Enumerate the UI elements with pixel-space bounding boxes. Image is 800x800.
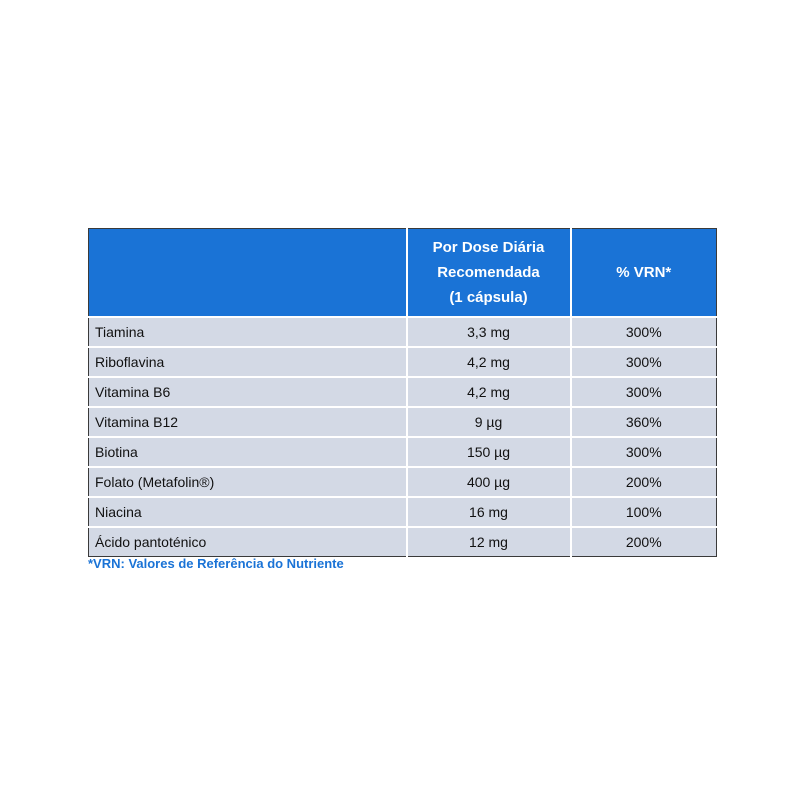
dose-cell: 150 µg: [406, 437, 572, 468]
header-row: Por Dose Diária Recomendada (1 cápsula) …: [88, 228, 717, 318]
dose-cell: 16 mg: [406, 497, 572, 528]
header-daily-dose-line-2: Recomendada: [437, 264, 540, 281]
vrn-cell: 200%: [570, 467, 717, 498]
table-body: Tiamina 3,3 mg 300% Riboflavina 4,2 mg 300% Vi…: [88, 317, 717, 557]
header-daily-dose: Por Dose Diária Recomendada (1 cápsula): [406, 228, 572, 318]
nutrient-cell: Vitamina B12: [88, 407, 408, 438]
table-row: Tiamina 3,3 mg 300%: [88, 317, 717, 348]
vrn-cell: 300%: [570, 317, 717, 348]
table-row: Biotina 150 µg 300%: [88, 437, 717, 468]
vrn-cell: 100%: [570, 497, 717, 528]
table-row: Folato (Metafolin®) 400 µg 200%: [88, 467, 717, 498]
footnote: *VRN: Valores de Referência do Nutriente: [88, 556, 344, 571]
table-row: Riboflavina 4,2 mg 300%: [88, 347, 717, 378]
nutrition-table: Por Dose Diária Recomendada (1 cápsula) …: [88, 228, 717, 557]
vrn-cell: 200%: [570, 527, 717, 557]
nutrient-cell: Folato (Metafolin®): [88, 467, 408, 498]
header-nutrient: [88, 228, 408, 318]
dose-cell: 9 µg: [406, 407, 572, 438]
nutrient-cell: Ácido pantoténico: [88, 527, 408, 557]
dose-cell: 4,2 mg: [406, 347, 572, 378]
vrn-cell: 300%: [570, 347, 717, 378]
dose-cell: 4,2 mg: [406, 377, 572, 408]
nutrient-cell: Riboflavina: [88, 347, 408, 378]
nutrient-cell: Vitamina B6: [88, 377, 408, 408]
vrn-cell: 300%: [570, 437, 717, 468]
table-header: Por Dose Diária Recomendada (1 cápsula) …: [88, 228, 717, 318]
header-daily-dose-line-1: Por Dose Diária: [432, 239, 545, 256]
table-row: Niacina 16 mg 100%: [88, 497, 717, 528]
vrn-cell: 360%: [570, 407, 717, 438]
vrn-cell: 300%: [570, 377, 717, 408]
nutrient-cell: Niacina: [88, 497, 408, 528]
table-row: Vitamina B6 4,2 mg 300%: [88, 377, 717, 408]
nutrient-cell: Biotina: [88, 437, 408, 468]
table-row: Ácido pantoténico 12 mg 200%: [88, 527, 717, 557]
table-row: Vitamina B12 9 µg 360%: [88, 407, 717, 438]
header-vrn: % VRN*: [570, 228, 717, 318]
dose-cell: 400 µg: [406, 467, 572, 498]
header-daily-dose-line-3: (1 cápsula): [449, 289, 528, 306]
dose-cell: 12 mg: [406, 527, 572, 557]
nutrient-cell: Tiamina: [88, 317, 408, 348]
dose-cell: 3,3 mg: [406, 317, 572, 348]
